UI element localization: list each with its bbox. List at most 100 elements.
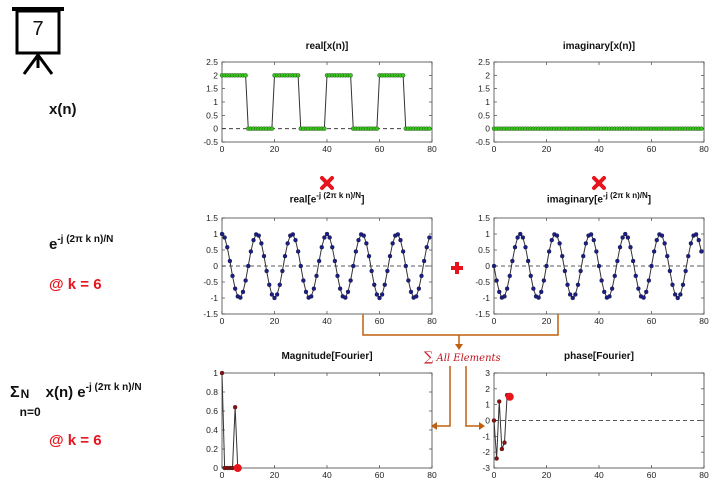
data-point [295, 73, 301, 78]
x-tick-label: 60 [375, 316, 385, 326]
data-point [560, 253, 565, 259]
dft-term: x(n) e [45, 384, 86, 401]
y-tick-label: -0.5 [475, 137, 490, 147]
data-point [596, 263, 602, 269]
slide-number: 7 [32, 18, 44, 40]
data-point [651, 249, 657, 254]
data-point [607, 126, 612, 131]
data-point [531, 126, 536, 131]
data-point [651, 126, 657, 131]
data-point [366, 253, 372, 259]
data-point [641, 126, 646, 131]
data-point [599, 278, 604, 283]
y-tick-label: 0 [485, 124, 490, 134]
data-point [591, 237, 596, 243]
data-point [248, 126, 254, 131]
data-point [351, 263, 356, 269]
chart-imag-exp: -1.5 -1 -0.5 0 0.5 1 1.5 0 20 40 60 80 [475, 213, 709, 326]
data-point [567, 126, 573, 131]
data-point [345, 289, 351, 295]
data-point [377, 295, 382, 301]
multiply-stroke [592, 176, 606, 190]
data-point [235, 465, 240, 471]
data-point [319, 126, 324, 131]
data-point [272, 295, 277, 301]
data-point [686, 126, 691, 131]
data-point [348, 278, 353, 283]
data-point [288, 233, 293, 238]
y-tick-label: 0.5 [206, 110, 218, 120]
y-tick-label: 1.5 [206, 213, 218, 223]
series-line [221, 233, 430, 299]
x-tick-label: 60 [647, 470, 657, 480]
data-point [269, 292, 275, 297]
data-point [324, 73, 330, 78]
data-point [578, 126, 583, 131]
data-point [335, 73, 340, 78]
data-point [507, 394, 512, 399]
data-point [644, 289, 649, 295]
data-point [274, 73, 280, 78]
data-point [549, 237, 554, 243]
data-point [539, 126, 544, 131]
data-point [230, 273, 235, 279]
x-tick-label: 20 [270, 144, 280, 154]
data-point [502, 440, 507, 445]
data-point [419, 273, 424, 279]
data-point [699, 249, 704, 254]
data-point [549, 126, 554, 131]
title-real-x: real[x(n)] [305, 41, 349, 52]
data-point [693, 232, 699, 237]
data-point [591, 126, 596, 131]
data-point [382, 73, 387, 78]
x-tick-label: 80 [699, 144, 709, 154]
data-point [536, 295, 541, 300]
data-point [623, 231, 628, 237]
data-point [539, 289, 544, 295]
data-point [604, 126, 610, 131]
data-point [227, 465, 233, 471]
data-point [494, 126, 499, 131]
data-point [361, 233, 366, 238]
series-line [493, 233, 702, 299]
data-point [581, 126, 586, 131]
data-point [340, 73, 345, 78]
data-point [421, 126, 427, 131]
y-tick-label: 1 [485, 400, 490, 410]
data-point [301, 278, 306, 283]
data-point [411, 126, 416, 131]
data-point [246, 126, 251, 131]
data-point [620, 235, 625, 240]
data-point [361, 126, 366, 131]
data-point [298, 126, 303, 131]
data-point [683, 126, 688, 131]
y-tick-label: 1.5 [206, 84, 218, 94]
data-point [499, 295, 505, 300]
data-point [583, 126, 589, 131]
data-point [232, 286, 238, 291]
data-point [565, 282, 570, 287]
data-point [659, 126, 665, 131]
data-point [358, 126, 364, 131]
data-point [696, 126, 701, 131]
data-point [364, 126, 369, 131]
y-tick-label: 3 [485, 368, 490, 378]
data-point [609, 126, 615, 131]
data-point [515, 126, 520, 131]
data-point [497, 289, 502, 295]
data-point [240, 289, 246, 295]
data-point [554, 233, 560, 238]
data-point [256, 126, 261, 131]
data-point [379, 73, 385, 78]
data-point [387, 253, 393, 259]
data-point [248, 249, 254, 254]
y-tick-label: 0.5 [478, 245, 490, 255]
title-magnitude: Magnitude[Fourier] [281, 351, 373, 362]
data-point [306, 126, 311, 131]
data-point [345, 73, 351, 78]
multiply-stroke [320, 176, 334, 190]
sum-label: All Elements [436, 353, 501, 364]
data-point [230, 73, 235, 78]
data-point [280, 73, 285, 78]
sigma-symbol: Σ [10, 384, 20, 401]
